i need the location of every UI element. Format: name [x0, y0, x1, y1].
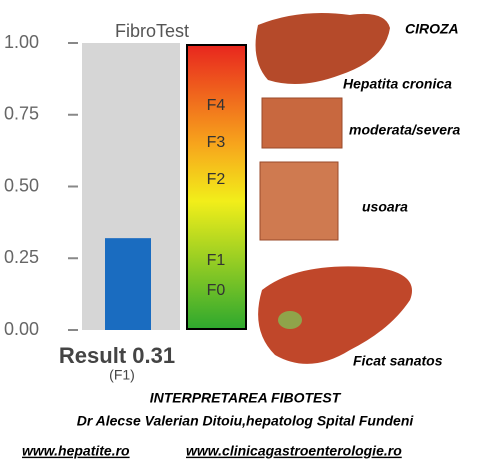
result-stage: (F1) — [109, 367, 135, 383]
result-label: Result 0.31 — [59, 343, 175, 368]
tissue-mild-image — [259, 161, 339, 241]
bar — [105, 238, 151, 330]
y-tick-label: 1.00 — [4, 32, 39, 52]
y-tick-label: 0.00 — [4, 319, 39, 339]
footer-link[interactable]: www.clinicagastroenterologie.ro — [186, 443, 402, 459]
y-tick-label: 0.50 — [4, 175, 39, 195]
annotation: usoara — [362, 199, 408, 215]
annotation: CIROZA — [405, 21, 459, 37]
annotation: Ficat sanatos — [353, 353, 443, 369]
footer-author: Dr Alecse Valerian Ditoiu,hepatolog Spit… — [77, 413, 415, 429]
footer-title: INTERPRETAREA FIBOTEST — [150, 390, 342, 406]
footer-link[interactable]: www.hepatite.ro — [22, 443, 130, 459]
scale-gradient — [186, 44, 247, 330]
liver-cirrhosis-image — [255, 12, 390, 84]
y-tick-label: 0.75 — [4, 104, 39, 124]
stage-label: F1 — [207, 252, 226, 269]
stage-label: F3 — [207, 134, 226, 151]
chart-title: FibroTest — [115, 21, 189, 41]
y-tick-label: 0.25 — [4, 247, 39, 267]
annotation: moderata/severa — [349, 122, 461, 138]
tissue-moderate-image — [261, 97, 343, 149]
stage-label: F0 — [207, 282, 226, 299]
gallbladder-image — [278, 311, 302, 329]
stage-label: F2 — [207, 171, 226, 188]
annotation: Hepatita cronica — [343, 76, 452, 92]
stage-label: F4 — [207, 97, 226, 114]
liver-healthy-image — [258, 266, 412, 364]
